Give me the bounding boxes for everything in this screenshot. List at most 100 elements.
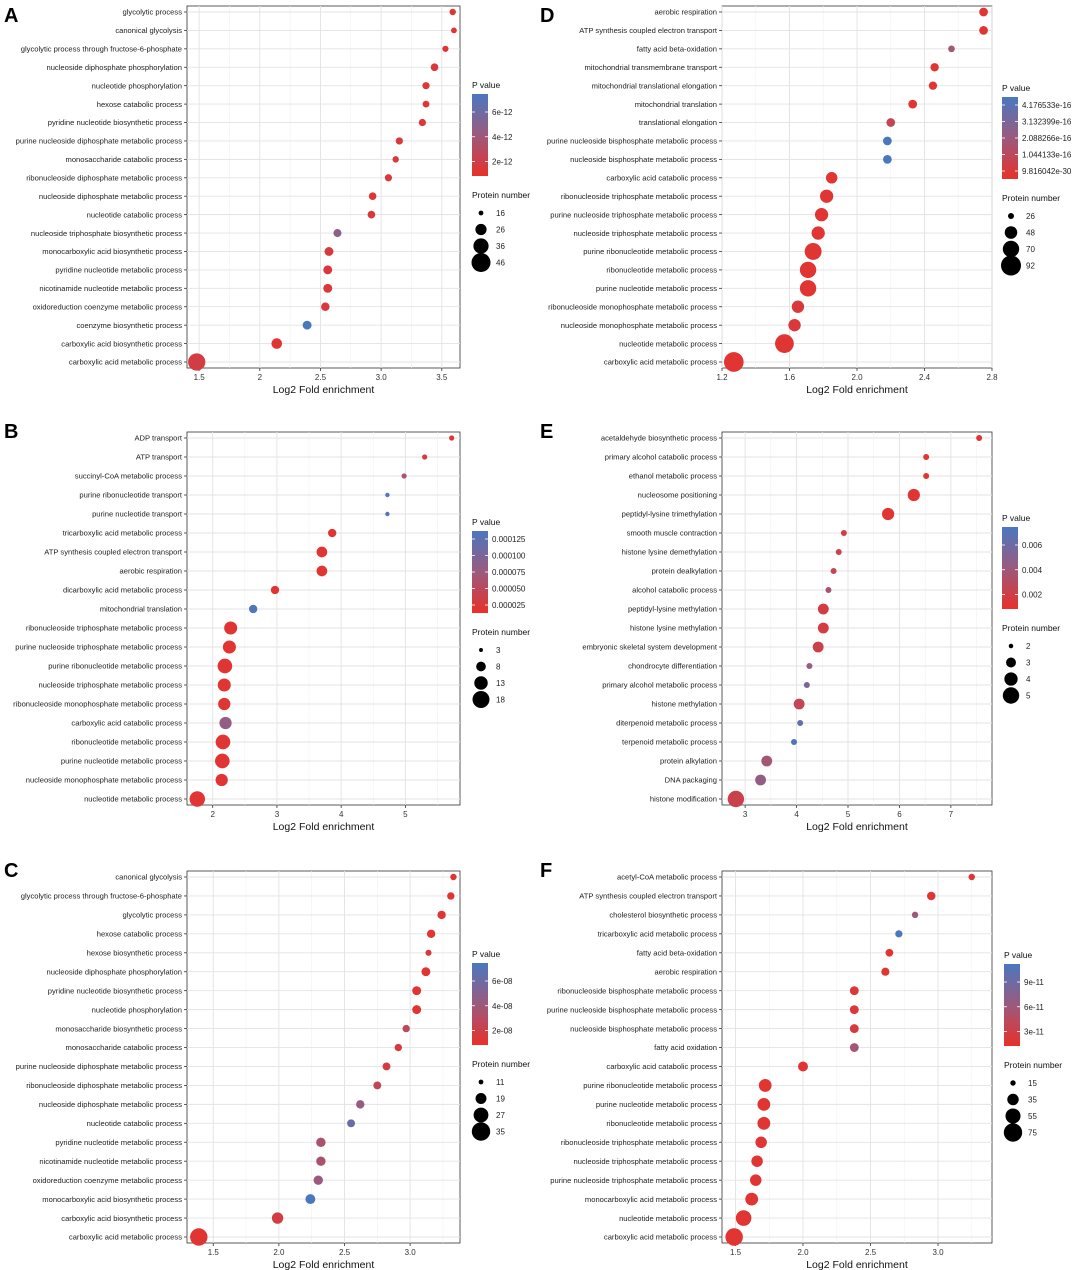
category-label: hexose biosynthetic process <box>87 948 183 957</box>
x-tick-label: 1.5 <box>730 1248 742 1257</box>
category-label: nucleoside triphosphate metabolic proces… <box>573 1157 717 1166</box>
data-point <box>392 156 399 163</box>
legend-pvalue-label: 0.000100 <box>492 552 526 561</box>
category-label: cholesterol biosynthetic process <box>609 911 717 920</box>
category-label: monosaccharide catabolic process <box>66 1043 183 1052</box>
category-label: nucleotide phosphorylation <box>92 81 182 90</box>
x-tick-label: 2.5 <box>339 1248 351 1257</box>
x-tick-label: 2.0 <box>797 1248 809 1257</box>
x-axis-title: Log2 Fold enrichment <box>273 821 375 833</box>
legend-size-circle <box>475 223 487 236</box>
data-point <box>883 155 892 164</box>
legend-size-circle <box>1002 240 1020 258</box>
data-point <box>811 226 825 240</box>
data-point <box>819 189 834 203</box>
data-point <box>725 1228 743 1246</box>
legend-size-circle <box>1003 1123 1023 1142</box>
legend-pvalue-label: 2e-12 <box>492 158 513 167</box>
data-point <box>803 682 810 688</box>
category-label: ATP synthesis coupled electron transport <box>579 892 718 901</box>
legend-size-label: 92 <box>1026 262 1035 271</box>
category-label: tricarboxylic acid metabolic process <box>63 529 183 538</box>
data-point <box>324 247 334 256</box>
data-point <box>421 967 431 977</box>
category-label: nucleoside diphosphate phosphorylation <box>46 63 182 72</box>
data-point <box>755 774 766 786</box>
category-label: purine nucleotide metabolic process <box>596 284 717 293</box>
category-label: purine ribonucleotide metabolic process <box>48 662 182 671</box>
legend-size-label: 70 <box>1026 245 1035 254</box>
category-label: nucleotide phosphorylation <box>92 1005 182 1014</box>
data-point <box>926 891 936 901</box>
x-axis-title: Log2 Fold enrichment <box>806 1259 908 1270</box>
data-point <box>327 528 337 538</box>
legend-size-circle <box>1004 672 1018 686</box>
category-label: monocarboxylic acid biosynthetic process <box>42 247 182 256</box>
data-point <box>791 739 797 745</box>
data-point <box>316 1137 326 1147</box>
category-label: monocarboxylic acid metabolic process <box>585 1195 717 1204</box>
data-point <box>979 26 988 35</box>
data-point <box>422 100 430 108</box>
legend-size-label: 55 <box>1028 1112 1037 1121</box>
category-label: aerobic respiration <box>120 567 182 576</box>
category-label: glycolytic process through fructose-6-ph… <box>21 45 182 54</box>
legend-size-label: 5 <box>1026 692 1031 701</box>
panel-d: D 1.2 1.6 2.0 2.4 2.8 aerobic respiration ATP s… <box>540 5 1072 396</box>
legend-size-label: 26 <box>1026 212 1035 221</box>
data-point <box>368 192 377 201</box>
x-tick-label: 2.0 <box>273 1248 285 1257</box>
panel-letter: E <box>540 421 553 443</box>
legend-pvalue-label: 6e-11 <box>1024 1003 1044 1012</box>
legend-size-label: 27 <box>496 1111 505 1120</box>
data-point <box>849 1024 859 1034</box>
legend-size-label: 36 <box>496 242 505 251</box>
data-point <box>923 473 930 479</box>
data-point <box>817 603 829 615</box>
legend-size-label: 2 <box>1026 642 1031 651</box>
category-label: nucleoside diphosphate phosphorylation <box>46 967 182 976</box>
legend-pvalue-label: 3.132399e-16 <box>1022 118 1072 127</box>
category-label: nucleoside monophosphate metabolic proce… <box>26 776 182 785</box>
category-label: translational elongation <box>639 118 717 127</box>
category-label: purine nucleoside triphosphate metabolic… <box>550 210 717 219</box>
data-point <box>401 473 407 479</box>
panel-letter: C <box>4 860 18 882</box>
data-point <box>302 320 312 330</box>
category-label: terpenoid metabolic process <box>622 738 717 747</box>
data-point <box>923 454 930 460</box>
legend-size-title: Protein number <box>1002 193 1060 203</box>
data-point <box>881 507 895 521</box>
data-point <box>883 136 892 146</box>
data-point <box>928 81 938 90</box>
category-label: ribonucleoside bisphosphate metabolic pr… <box>557 986 717 995</box>
data-point <box>849 1005 859 1015</box>
category-label: monosaccharide catabolic process <box>66 155 183 164</box>
data-point <box>222 640 236 654</box>
data-point <box>418 118 427 127</box>
data-point <box>217 678 231 692</box>
data-point <box>316 1156 326 1166</box>
category-label: purine nucleoside diphosphate metabolic … <box>16 137 183 146</box>
data-point <box>367 210 376 219</box>
legend-pvalue-label: 0.000025 <box>492 601 526 610</box>
legend-pvalue-title: P value <box>472 949 500 959</box>
legend-size-label: 4 <box>1026 675 1031 684</box>
legend-size-circle <box>1004 226 1018 239</box>
x-axis-title: Log2 Fold enrichment <box>806 384 908 396</box>
data-point <box>727 790 745 808</box>
x-tick-label: 2 <box>258 373 263 382</box>
legend-size-label: 18 <box>496 696 505 705</box>
data-point <box>316 546 328 558</box>
category-label: ribonucleotide metabolic process <box>71 738 182 747</box>
legend-size-circle <box>1006 657 1016 668</box>
category-label: pyridine nucleotide metabolic process <box>55 266 182 275</box>
data-point <box>323 265 333 275</box>
legend-size-label: 46 <box>496 259 505 268</box>
legend-size-label: 35 <box>1028 1096 1037 1105</box>
category-label: glycolytic process <box>122 911 182 920</box>
category-label: purine nucleotide transport <box>92 510 183 519</box>
x-tick-label: 2.8 <box>986 373 998 382</box>
x-tick-label: 3.5 <box>436 373 448 382</box>
